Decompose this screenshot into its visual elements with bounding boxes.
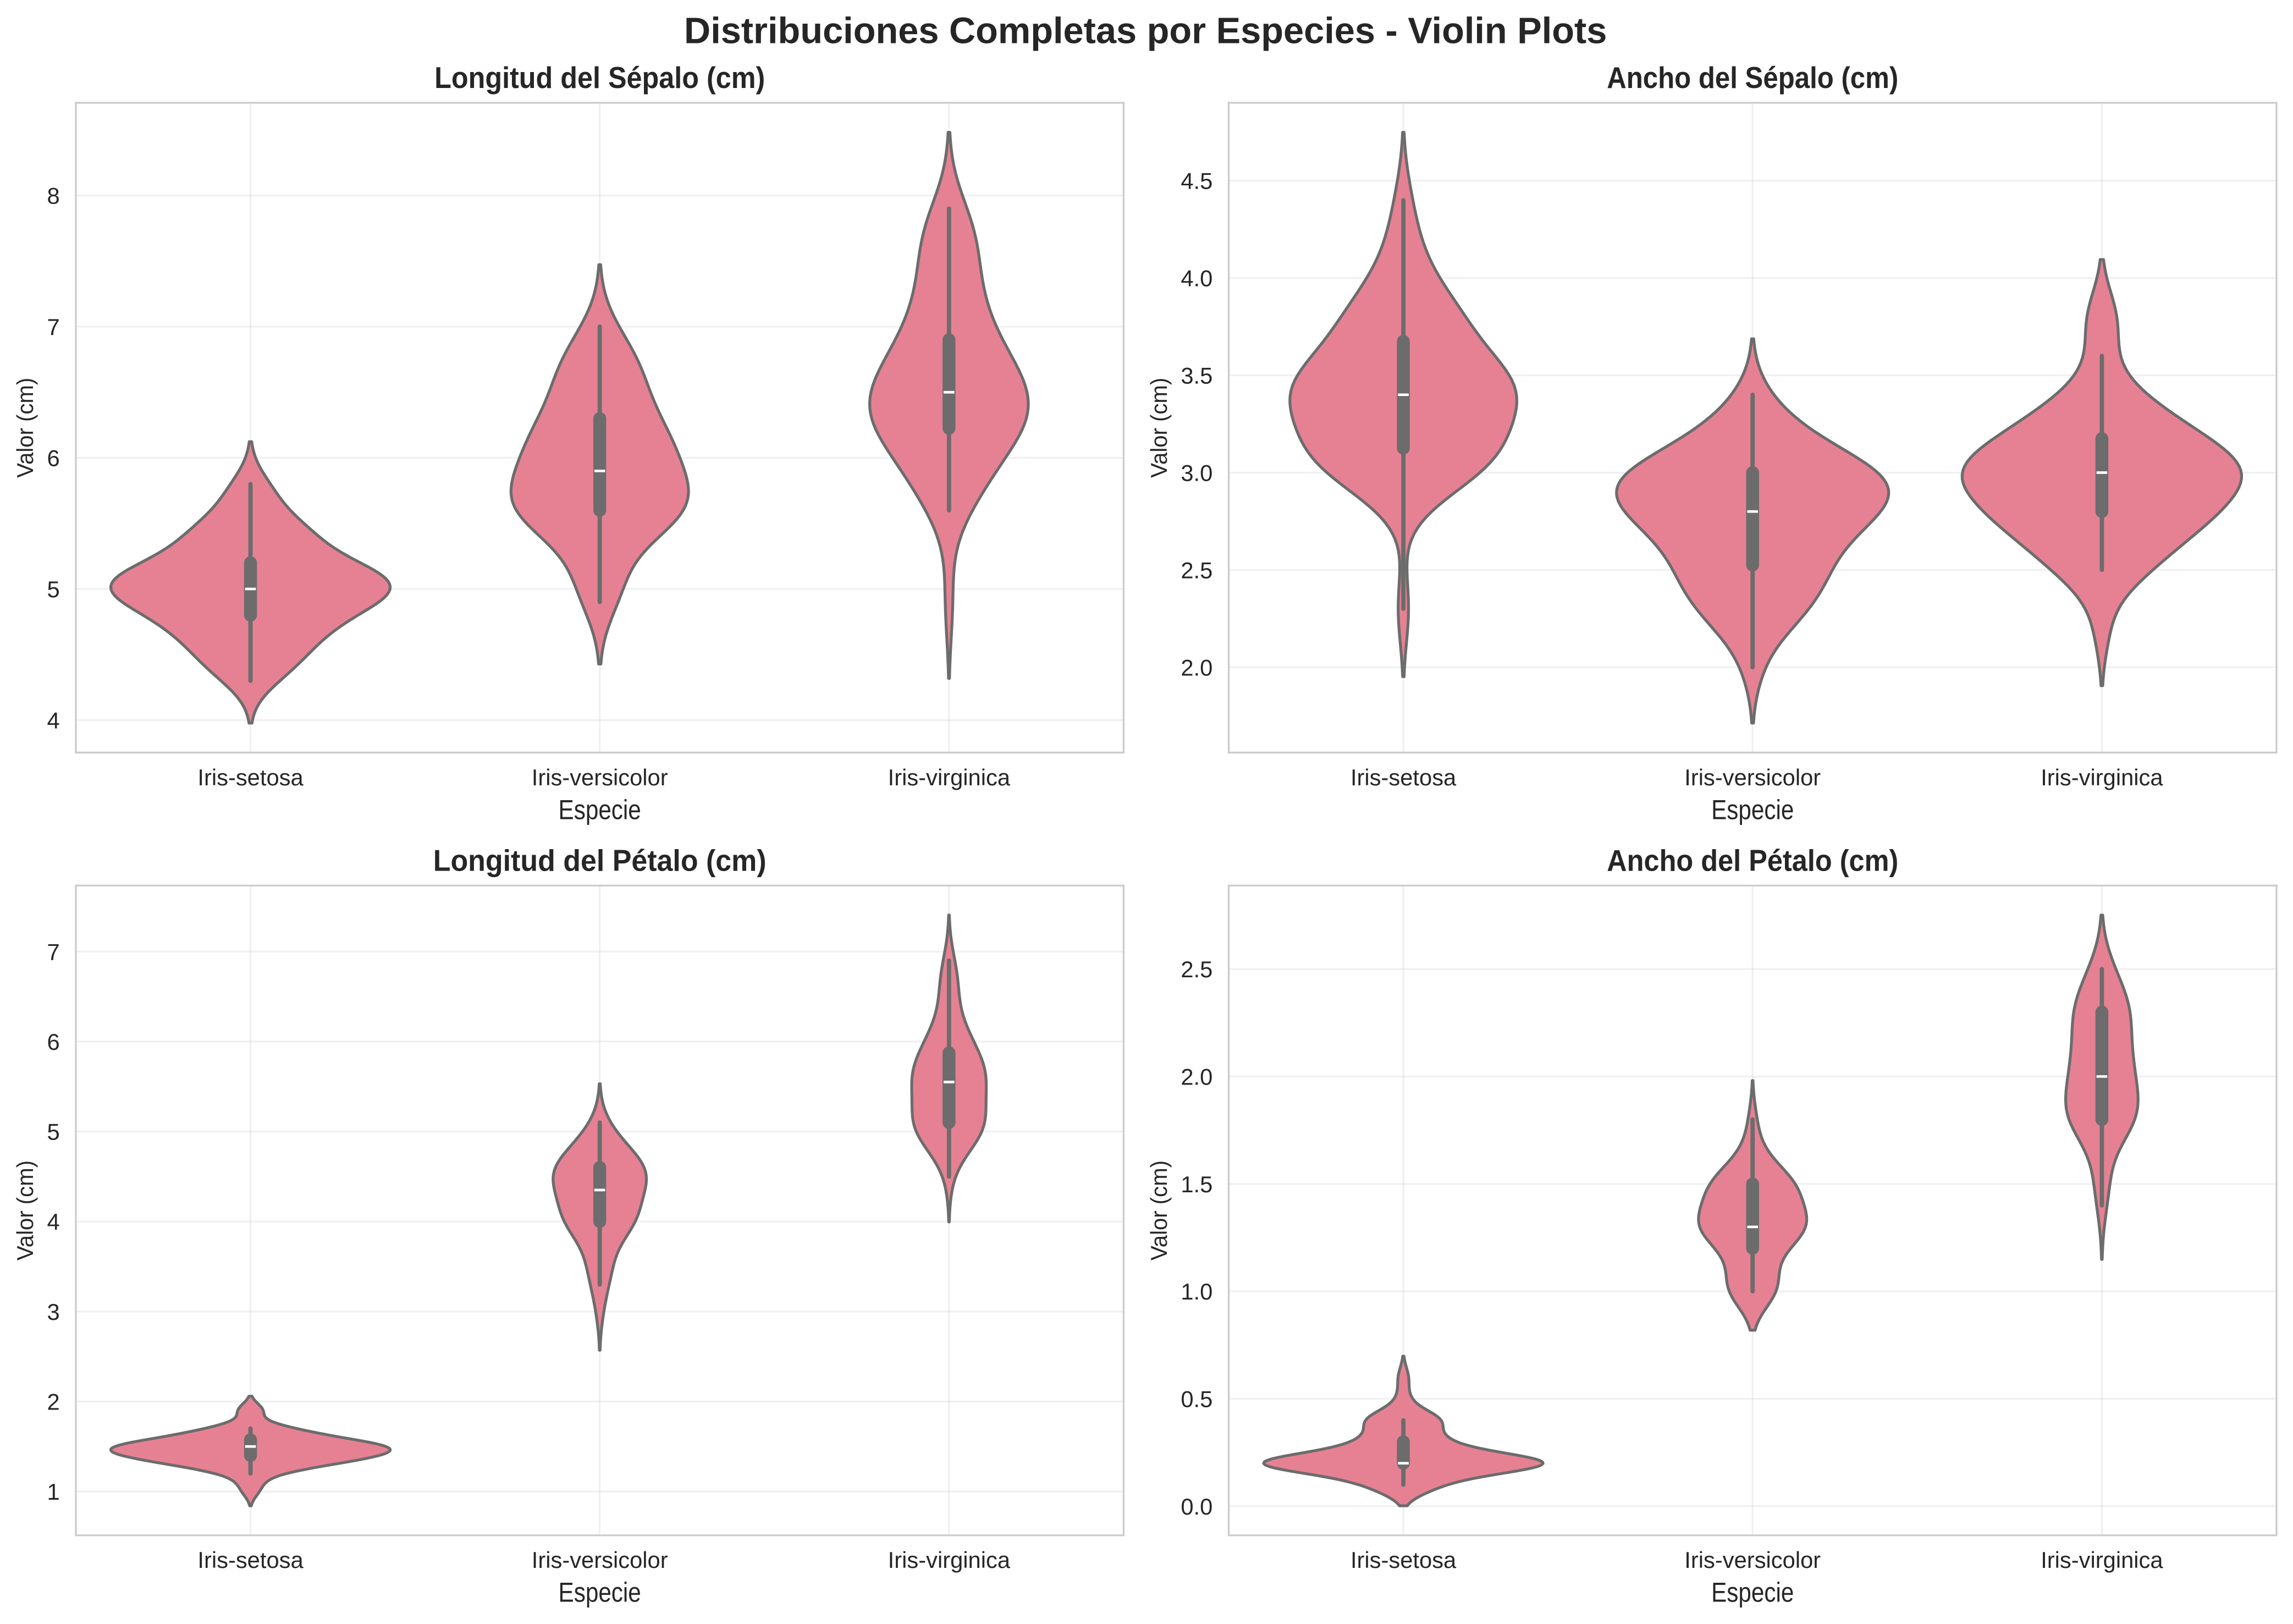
svg-text:6: 6 <box>47 1029 60 1055</box>
svg-text:Iris-versicolor: Iris-versicolor <box>532 1547 668 1573</box>
svg-text:Iris-versicolor: Iris-versicolor <box>532 764 668 790</box>
svg-text:0.0: 0.0 <box>1181 1494 1212 1520</box>
svg-text:Especie: Especie <box>1711 794 1794 825</box>
svg-text:Distribuciones Completas por E: Distribuciones Completas por Especies - … <box>684 10 1607 51</box>
svg-text:Iris-setosa: Iris-setosa <box>197 1547 304 1573</box>
svg-text:Valor (cm): Valor (cm) <box>12 378 38 478</box>
svg-text:Iris-setosa: Iris-setosa <box>197 764 304 790</box>
svg-text:4.0: 4.0 <box>1181 266 1212 291</box>
svg-text:2.5: 2.5 <box>1181 956 1212 982</box>
svg-text:2.0: 2.0 <box>1181 654 1212 680</box>
svg-text:7: 7 <box>47 314 60 340</box>
svg-text:2: 2 <box>47 1389 60 1415</box>
svg-text:4: 4 <box>47 1209 60 1235</box>
svg-text:2.5: 2.5 <box>1181 557 1212 583</box>
svg-text:Especie: Especie <box>559 1577 641 1608</box>
svg-text:Iris-virginica: Iris-virginica <box>2041 1547 2163 1573</box>
svg-text:1: 1 <box>47 1479 60 1505</box>
svg-text:Valor (cm): Valor (cm) <box>12 1160 38 1260</box>
svg-text:Iris-virginica: Iris-virginica <box>888 1547 1011 1573</box>
svg-text:Iris-setosa: Iris-setosa <box>1351 764 1457 790</box>
svg-text:3.0: 3.0 <box>1181 460 1212 486</box>
svg-text:Valor (cm): Valor (cm) <box>1146 1160 1172 1260</box>
svg-text:3: 3 <box>47 1299 60 1325</box>
svg-text:5: 5 <box>47 1119 60 1145</box>
svg-text:7: 7 <box>47 939 60 965</box>
svg-text:4: 4 <box>47 708 60 734</box>
svg-text:3.5: 3.5 <box>1181 363 1212 389</box>
svg-text:Longitud del Sépalo (cm): Longitud del Sépalo (cm) <box>434 60 765 95</box>
svg-text:Especie: Especie <box>559 794 641 825</box>
svg-text:6: 6 <box>47 445 60 471</box>
svg-text:Valor (cm): Valor (cm) <box>1146 378 1172 478</box>
svg-text:Ancho del Pétalo (cm): Ancho del Pétalo (cm) <box>1607 843 1898 877</box>
svg-text:Longitud del Pétalo (cm): Longitud del Pétalo (cm) <box>433 843 767 877</box>
svg-text:Iris-versicolor: Iris-versicolor <box>1684 764 1821 790</box>
svg-text:1.0: 1.0 <box>1181 1279 1212 1304</box>
svg-text:2.0: 2.0 <box>1181 1064 1212 1090</box>
svg-text:5: 5 <box>47 576 60 602</box>
svg-text:Iris-virginica: Iris-virginica <box>2041 764 2163 790</box>
svg-text:Iris-versicolor: Iris-versicolor <box>1684 1547 1821 1573</box>
svg-text:Iris-setosa: Iris-setosa <box>1351 1547 1457 1573</box>
svg-text:8: 8 <box>47 183 60 209</box>
svg-text:0.5: 0.5 <box>1181 1386 1212 1412</box>
svg-text:Especie: Especie <box>1711 1577 1794 1608</box>
svg-text:Iris-virginica: Iris-virginica <box>888 764 1011 790</box>
svg-text:1.5: 1.5 <box>1181 1171 1212 1197</box>
svg-text:Ancho del Sépalo (cm): Ancho del Sépalo (cm) <box>1607 60 1898 95</box>
svg-text:4.5: 4.5 <box>1181 168 1212 194</box>
